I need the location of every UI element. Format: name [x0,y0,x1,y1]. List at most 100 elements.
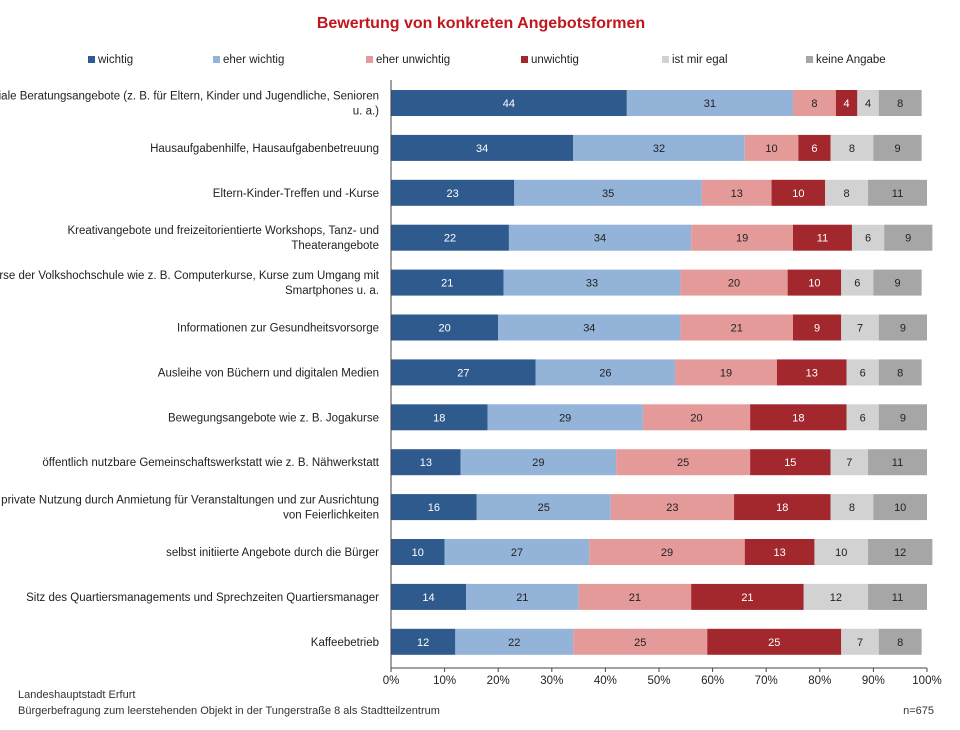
data-label: 12 [830,592,842,604]
category-label: Ausleihe von Büchern und digitalen Medie… [158,367,379,379]
data-label: 25 [538,502,550,514]
x-tick-label: 50% [647,675,670,687]
data-label: 21 [516,592,528,604]
bar-segment [776,359,847,386]
x-tick-label: 60% [701,675,724,687]
data-label: 27 [511,547,523,559]
chart-title: Bewertung von konkreten Angebotsformen [317,15,645,32]
bar-segment [793,224,852,251]
data-label: 14 [422,592,434,604]
bar-segment [391,539,445,565]
data-label: 6 [865,233,871,245]
data-label: 8 [897,98,903,110]
bar-segment [846,404,879,431]
data-label: 18 [776,502,788,514]
data-label: 21 [441,278,453,290]
data-label: 6 [860,412,866,424]
bar-segment [873,269,922,296]
data-label: 25 [768,637,780,649]
bar-segment [573,628,708,655]
category-label: Hausaufgabenhilfe, Hausaufgabenbetreuung [150,143,379,155]
category-label: öffentlich nutzbare Gemeinschaftswerksta… [42,457,379,469]
x-tick-label: 10% [433,675,456,687]
data-label: 8 [844,188,850,200]
data-label: 22 [508,637,520,649]
data-label: 18 [433,412,445,424]
category-label: selbst initiierte Angebote durch die Bür… [166,547,379,559]
data-label: 34 [583,323,595,335]
bar-segment [841,269,874,296]
bar-segment [744,539,815,565]
data-label: 20 [438,323,450,335]
bar-segment [610,494,735,521]
bar-segment [878,628,922,655]
bar-segment [744,134,799,161]
bar-segment [391,90,627,116]
legend-swatch [88,56,95,63]
bar-segment [476,494,611,521]
data-label: 11 [892,457,903,469]
data-label: 10 [412,547,424,559]
bar-segment [771,179,826,206]
legend-swatch [366,56,373,63]
bar-segment [868,179,927,206]
category-label: Kurse der Volkshochschule wie z. B. Comp… [0,270,380,282]
legend-label: eher wichtig [223,54,284,66]
legend-swatch [213,56,220,63]
category-label: Kreativangebote und freizeitorientierte … [67,225,379,237]
source-line-2: Bürgerbefragung zum leerstehenden Objekt… [18,705,440,717]
bar-segment [391,269,504,296]
bar-segment [642,404,751,431]
data-label: 35 [602,188,614,200]
bar-segment [868,449,927,476]
data-label: 29 [532,457,544,469]
bar-segment [878,359,922,386]
category-label: Informationen zur Gesundheitsvorsorge [177,323,379,335]
data-label: 9 [900,323,906,335]
bar-segment [455,628,574,655]
bar-segment [873,494,927,521]
category-label: Smartphones u. a. [285,285,379,297]
bar-segment [680,269,788,296]
bar-segment [391,583,467,610]
data-label: 4 [865,98,871,110]
bar-segment [391,628,456,655]
bar-segment [503,269,681,296]
bar-segment [616,449,751,476]
legend-label: unwichtig [531,54,579,66]
x-tick-label: 80% [808,675,831,687]
bar-segment [691,224,793,251]
data-label: 31 [704,98,716,110]
bar-segment [391,134,574,161]
data-label: 12 [894,547,906,559]
bar-segment [391,359,536,386]
bar-segment [589,539,745,565]
data-label: 8 [897,637,903,649]
data-label: 20 [728,278,740,290]
x-tick-label: 90% [862,675,885,687]
bar-segment [391,404,488,431]
data-label: 18 [792,412,804,424]
data-label: 13 [806,367,818,379]
bar-segment [878,314,927,341]
bar-segment [498,314,681,341]
data-label: 23 [447,188,459,200]
data-label: 27 [457,367,469,379]
category-label: Kaffeebetrieb [311,637,379,649]
data-label: 34 [594,233,606,245]
legend: wichtig eher wichtig eher unwichtig unwicht… [88,54,886,66]
bar-segment [830,494,874,521]
bar-segment [878,90,922,116]
bar-segment [391,179,515,206]
data-label: 32 [653,143,665,155]
bar-segment [793,314,842,341]
category-label: Sitz des Quartiersmanagements und Sprech… [26,592,379,604]
bar-segment [391,449,461,476]
legend-swatch [662,56,669,63]
x-tick-label: 40% [594,675,617,687]
data-label: 4 [844,98,850,110]
data-label: 29 [661,547,673,559]
data-label: 44 [503,98,515,110]
